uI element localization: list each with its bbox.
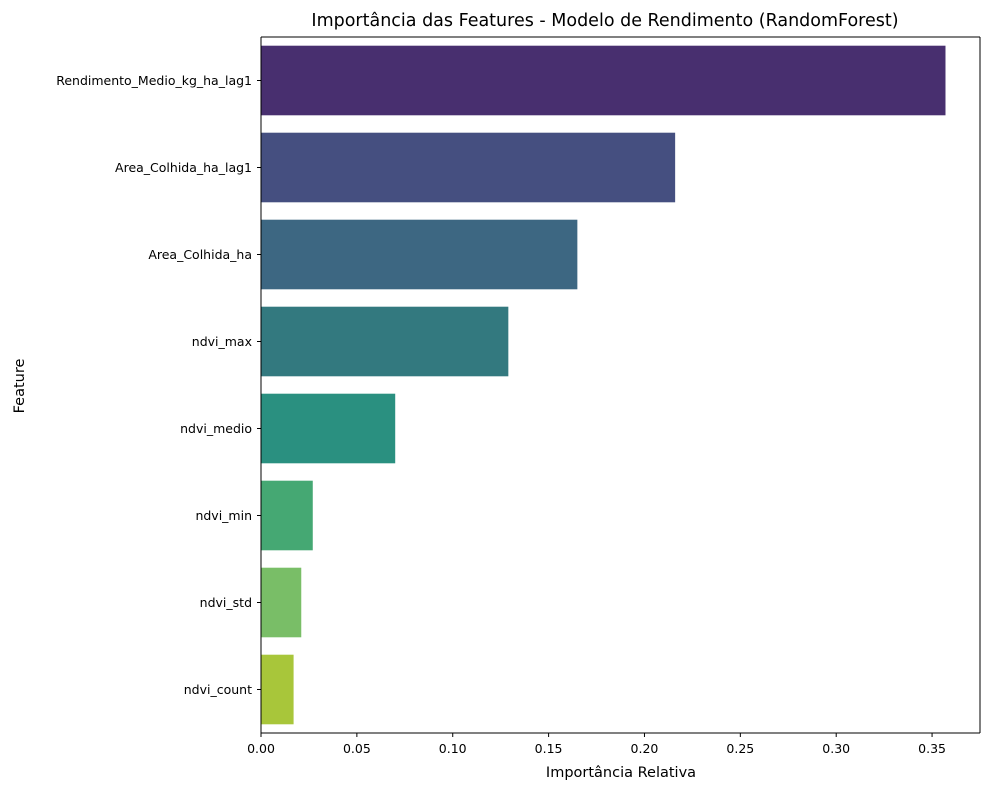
y-tick-label: ndvi_count (184, 682, 252, 697)
y-tick-label: ndvi_min (195, 508, 252, 523)
x-tick-label: 0.30 (822, 741, 850, 756)
x-axis-label: Importância Relativa (546, 765, 696, 781)
y-tick-label: ndvi_std (200, 595, 252, 610)
y-tick-label: Rendimento_Medio_kg_ha_lag1 (56, 73, 252, 88)
bar-Area_Colhida_ha_lag1 (261, 132, 676, 203)
x-tick-label: 0.00 (247, 741, 275, 756)
bar-Area_Colhida_ha (261, 219, 578, 290)
axes-frame (260, 36, 981, 734)
x-tick-label: 0.35 (918, 741, 946, 756)
x-axis-ticks: 0.00 0.05 0.10 0.15 0.20 0.25 0.30 0.35 (247, 733, 946, 756)
x-tick-label: 0.05 (343, 741, 371, 756)
y-tick-label: Area_Colhida_ha_lag1 (115, 160, 252, 175)
bar-Rendimento_Medio_kg_ha_lag1 (261, 45, 946, 116)
x-tick-label: 0.20 (631, 741, 659, 756)
y-axis-ticks: Rendimento_Medio_kg_ha_lag1 Area_Colhida_… (56, 73, 261, 697)
x-tick-label: 0.25 (726, 741, 754, 756)
bars-group (261, 45, 946, 725)
y-tick-label: Area_Colhida_ha (148, 247, 252, 262)
chart-title: Importância das Features - Modelo de Ren… (311, 11, 898, 31)
x-tick-label: 0.15 (535, 741, 563, 756)
y-tick-label: ndvi_max (192, 334, 252, 349)
bar-ndvi_std (261, 567, 302, 638)
bar-ndvi_count (261, 654, 294, 725)
y-axis-label: Feature (12, 359, 28, 414)
bar-ndvi_medio (261, 393, 396, 464)
bar-ndvi_min (261, 480, 313, 551)
y-tick-label: ndvi_medio (180, 421, 252, 436)
bar-ndvi_max (261, 306, 509, 377)
x-tick-label: 0.10 (439, 741, 467, 756)
